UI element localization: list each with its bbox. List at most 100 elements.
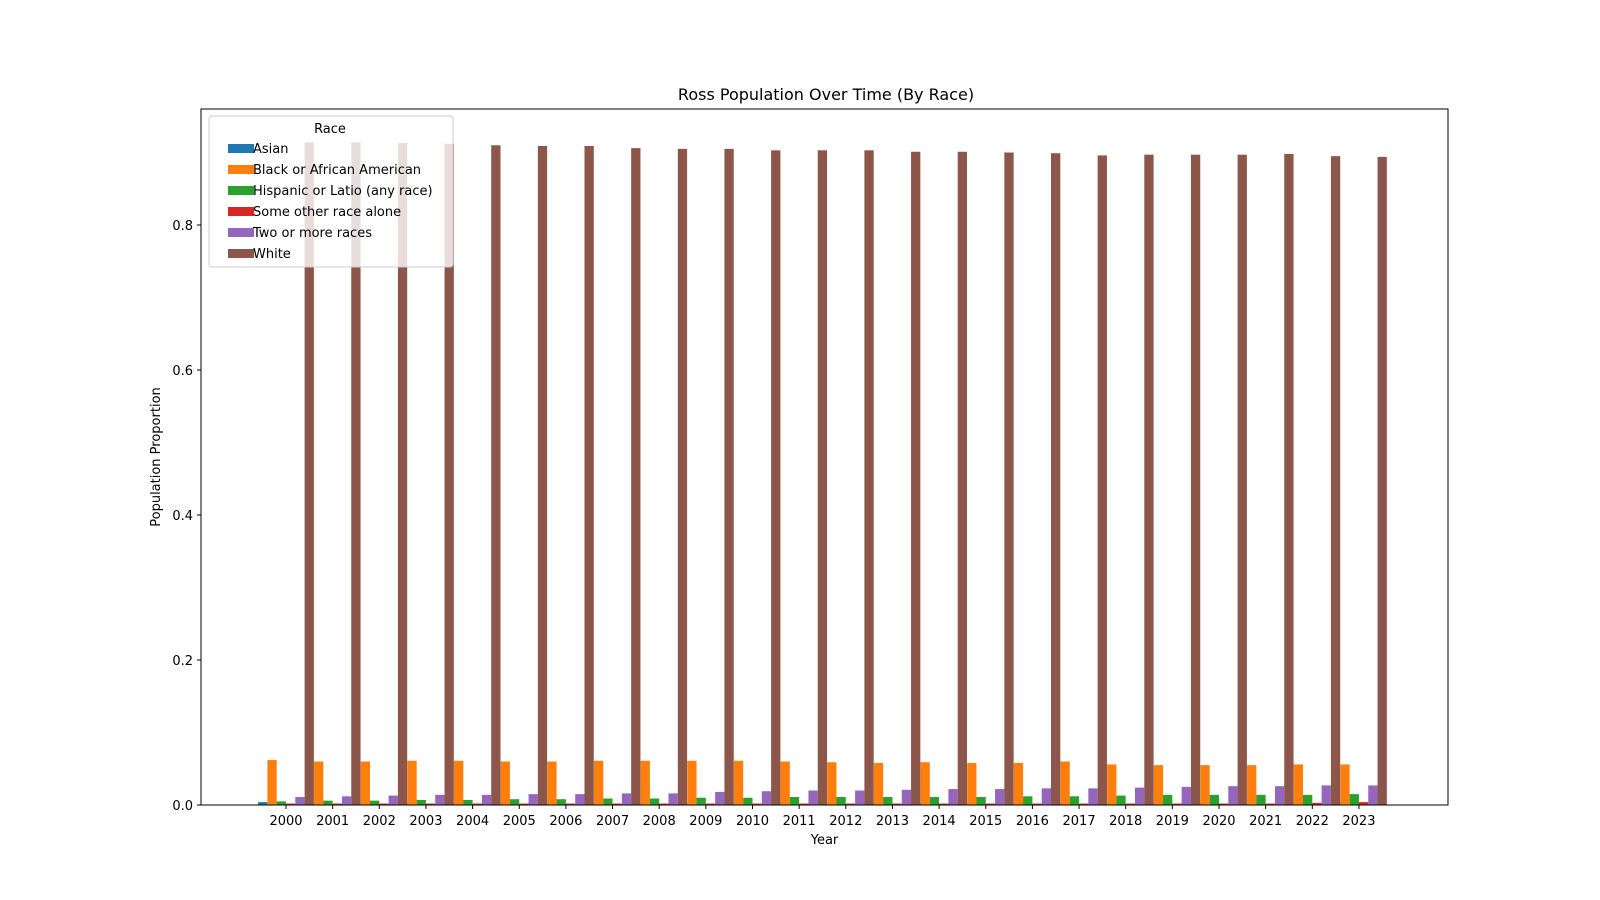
bar-black-or-african-american-2012 [827,762,837,805]
bar-white-2014 [957,151,967,805]
bar-hispanic-or-latio-any-race--2005 [509,799,520,805]
bar-some-other-race-alone-2023 [1358,802,1369,805]
bar-two-or-more-races-2023 [1368,785,1378,805]
x-tick-label: 2018 [1109,814,1142,829]
bar-some-other-race-alone-2006 [565,803,576,805]
bar-two-or-more-races-2013 [901,789,912,805]
x-tick-label: 2009 [689,814,722,829]
bar-white-2023 [1377,156,1387,806]
bar-two-or-more-races-2006 [575,794,585,806]
bar-two-or-more-races-2012 [855,790,865,805]
bar-black-or-african-american-2006 [547,761,557,805]
bar-two-or-more-races-2015 [995,789,1005,805]
bar-some-other-race-alone-2007 [612,803,622,805]
bar-white-2017 [1097,155,1107,805]
legend-label-some-other-race-alone: Some other race alone [253,205,401,220]
x-tick-label: 2001 [316,814,349,829]
x-tick-label: 2007 [596,814,629,829]
x-tick-label: 2002 [363,814,396,829]
bar-some-other-race-alone-2021 [1265,803,1275,805]
bar-hispanic-or-latio-any-race--2023 [1349,794,1359,806]
bar-white-2018 [1144,154,1154,806]
bar-hispanic-or-latio-any-race--2020 [1209,794,1219,805]
legend-title: Race [314,122,346,137]
bar-white-2010 [771,150,781,805]
bar-hispanic-or-latio-any-race--2012 [836,797,846,805]
bar-some-other-race-alone-2015 [985,803,996,805]
bar-two-or-more-races-2010 [761,791,772,805]
bar-some-other-race-alone-2013 [892,803,902,805]
bar-hispanic-or-latio-any-race--2004 [463,799,473,805]
bar-some-other-race-alone-2011 [799,803,809,805]
y-tick-label: 0.0 [172,799,193,814]
bar-white-2004 [491,145,501,805]
bar-hispanic-or-latio-any-race--2008 [649,798,660,805]
bar-white-2005 [537,145,548,806]
bar-two-or-more-races-2018 [1135,787,1145,805]
legend-swatch-hispanic-or-latio-any-race- [228,186,254,195]
bar-hispanic-or-latio-any-race--2003 [416,799,426,805]
legend-swatch-some-other-race-alone [228,207,254,216]
bar-black-or-african-american-2004 [454,760,464,805]
x-tick-label: 2017 [1063,814,1096,829]
bar-black-or-african-american-2002 [360,761,370,805]
bar-some-other-race-alone-2012 [845,803,856,805]
x-tick-label: 2019 [1156,814,1189,829]
bar-white-2006 [584,145,594,806]
bar-some-other-race-alone-2004 [472,803,482,805]
x-tick-label: 2011 [783,814,816,829]
bar-some-other-race-alone-2014 [939,803,949,805]
bar-black-or-african-american-2019 [1153,765,1164,806]
bar-two-or-more-races-2021 [1274,786,1285,805]
x-tick-label: 2010 [736,814,769,829]
y-axis-label: Population Proportion [149,387,164,527]
bar-black-or-african-american-2013 [873,762,884,805]
x-tick-label: 2016 [1016,814,1049,829]
bar-two-or-more-races-2016 [1041,788,1051,805]
bar-some-other-race-alone-2009 [705,803,716,805]
bar-asian-2000 [258,802,268,805]
legend-label-two-or-more-races: Two or more races [252,226,372,241]
x-axis-label: Year [810,833,839,848]
bar-two-or-more-races-2001 [341,796,352,805]
bar-white-2009 [724,148,734,806]
bars-group [258,142,1387,806]
bar-black-or-african-american-2018 [1107,764,1117,805]
bar-some-other-race-alone-2017 [1079,803,1089,805]
bar-some-other-race-alone-2018 [1125,803,1135,805]
x-tick-label: 2020 [1202,814,1235,829]
bar-two-or-more-races-2000 [295,797,305,805]
bar-white-2002 [397,143,408,805]
bar-black-or-african-american-2010 [733,760,744,805]
legend: Race Asian Black or African American Hispa… [208,115,454,268]
bar-some-other-race-alone-2019 [1172,803,1182,805]
bar-black-or-african-american-2023 [1340,764,1350,805]
x-tick-label: 2021 [1249,814,1282,829]
x-tick-label: 2014 [923,814,956,829]
bar-hispanic-or-latio-any-race--2011 [789,797,800,805]
bar-white-2012 [864,150,874,805]
y-tick-label: 0.6 [172,364,193,379]
bar-hispanic-or-latio-any-race--2009 [696,797,706,805]
bar-two-or-more-races-2014 [948,789,958,805]
bar-white-2021 [1284,153,1294,805]
y-tick-label: 0.2 [172,654,193,669]
legend-swatch-black-or-african-american [228,165,254,174]
bar-white-2020 [1237,154,1247,806]
bar-hispanic-or-latio-any-race--2006 [556,799,566,805]
bar-black-or-african-american-2014 [920,762,930,805]
bar-some-other-race-alone-2022 [1312,802,1322,805]
legend-label-white: White [253,247,291,262]
y-tick-label: 0.8 [172,219,193,234]
bar-two-or-more-races-2020 [1228,786,1238,805]
x-tick-label: 2006 [549,814,582,829]
x-tick-label: 2013 [876,814,909,829]
bar-white-2011 [817,150,828,805]
bar-black-or-african-american-2003 [407,760,417,805]
bar-hispanic-or-latio-any-race--2015 [976,797,986,805]
legend-label-asian: Asian [253,142,288,157]
bar-two-or-more-races-2002 [388,795,398,805]
bar-hispanic-or-latio-any-race--2002 [370,800,380,805]
x-tick-label: 2022 [1296,814,1329,829]
